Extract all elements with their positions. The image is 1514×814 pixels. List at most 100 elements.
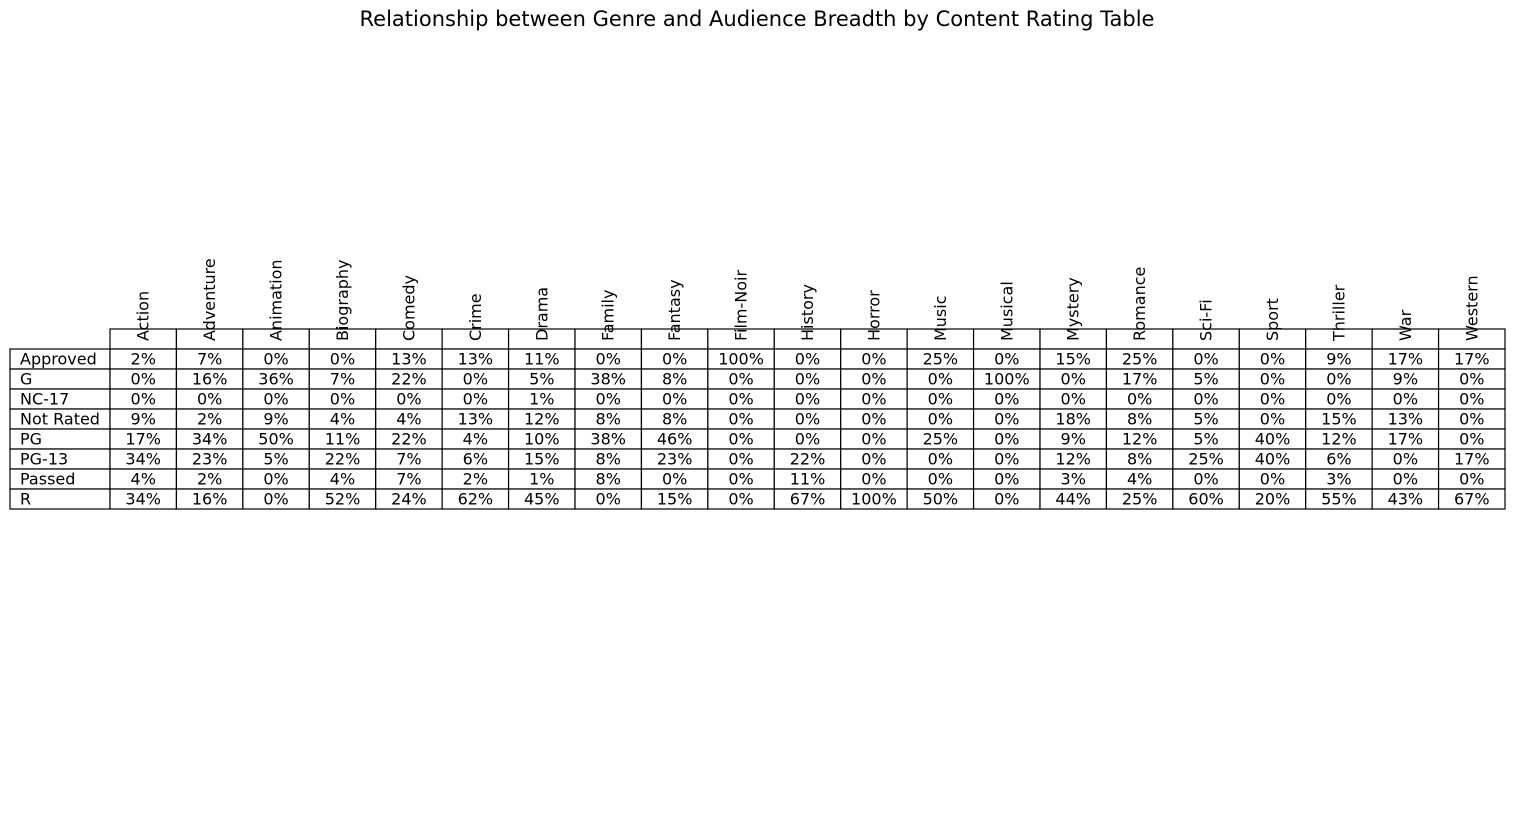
row-header-label: NC-17 [20,390,69,409]
table-cell-value: 7% [396,450,421,469]
table-cell-value: 0% [1193,350,1218,369]
table-cell-value: 0% [994,390,1019,409]
table-cell-value: 0% [861,470,886,489]
table-cell-value: 0% [1061,370,1086,389]
table-cell-value: 25% [923,430,959,449]
table-cell-value: 22% [325,450,361,469]
row-header-label: Passed [20,470,75,489]
table-cell-value: 18% [1055,410,1091,429]
table-cell-value: 9% [263,410,288,429]
table-text: Action Adventure Animation Biography Comedy C… [20,258,1490,508]
table-cell-value: 0% [994,430,1019,449]
table-cell-value: 0% [396,390,421,409]
table-cell-value: 0% [131,390,156,409]
table-cell-value: 8% [596,410,621,429]
table-cell-value: 0% [596,350,621,369]
table-cell-value: 17% [1454,350,1490,369]
table-cell-value: 36% [258,370,294,389]
row-header-label: PG-13 [20,450,68,469]
table-cell-value: 0% [1260,470,1285,489]
table-cell-value: 11% [325,430,361,449]
row-header-label: Approved [20,350,97,369]
table-cell-value: 0% [928,410,953,429]
table-cells [9,328,1506,510]
table-cell-value: 4% [330,410,355,429]
table-cell-value: 0% [728,470,753,489]
table-cell-value: 50% [258,430,294,449]
table-cell-value: 0% [662,470,687,489]
table-cell-value: 0% [1260,370,1285,389]
column-header-label: Crime [466,293,485,341]
table-cell-value: 25% [1188,450,1224,469]
table-cell-value: 0% [994,470,1019,489]
table-cell-value: 0% [861,450,886,469]
table-cell-value: 12% [524,410,560,429]
table-cell-value: 0% [795,410,820,429]
table-cell-value: 5% [263,450,288,469]
table-cell-value: 67% [1454,490,1490,509]
table-cell-value: 2% [131,350,156,369]
column-header-label: Horror [864,290,883,341]
table-cell-value: 25% [923,350,959,369]
table-cell-value: 0% [928,450,953,469]
table-cell-value: 0% [994,350,1019,369]
table-cell-value: 0% [1260,350,1285,369]
table-cell-value: 43% [1388,490,1424,509]
table-cell-value: 62% [458,490,494,509]
table-cell-value: 8% [596,450,621,469]
table-cell-value: 0% [596,490,621,509]
table-cell-value: 15% [524,450,560,469]
table-cell-value: 0% [1459,430,1484,449]
table-cell-value: 3% [1326,470,1351,489]
column-header-label: Western [1462,275,1481,341]
table-cell-value: 2% [463,470,488,489]
table-cell-value: 0% [1393,390,1418,409]
table-cell-value: 100% [984,370,1030,389]
table-cell-value: 8% [596,470,621,489]
table-cell-value: 0% [928,390,953,409]
column-header-label: Romance [1130,267,1149,341]
table-cell-value: 23% [192,450,228,469]
table-cell-value: 15% [1055,350,1091,369]
table-cell-value: 0% [994,490,1019,509]
table-cell-value: 52% [325,490,361,509]
table-cell-value: 0% [795,430,820,449]
table-cell-value: 10% [524,430,560,449]
table-cell-value: 5% [1193,430,1218,449]
table-cell-value: 0% [728,430,753,449]
table-cell-value: 40% [1255,450,1291,469]
table-cell-value: 34% [125,450,161,469]
table-cell-value: 0% [1061,390,1086,409]
table-cell-value: 2% [197,470,222,489]
table-cell-value: 8% [662,410,687,429]
table-cell-value: 60% [1188,490,1224,509]
column-header-label: History [798,284,817,341]
table-cell-value: 0% [728,370,753,389]
table-cell-value: 4% [463,430,488,449]
table-cell-value: 0% [861,430,886,449]
column-header-label: Mystery [1064,277,1083,341]
column-header-label: Drama [532,287,551,341]
table-cell-value: 13% [391,350,427,369]
column-header-label: Sci-Fi [1197,299,1216,341]
table-cell-value: 15% [657,490,693,509]
table-cell-value: 0% [795,370,820,389]
table-cell-value: 17% [1454,450,1490,469]
table-cell-value: 34% [192,430,228,449]
table-cell [1437,488,1506,510]
table-cell-value: 25% [1122,490,1158,509]
row-header-label: PG [20,430,42,449]
table-cell-value: 0% [728,450,753,469]
table-cell-value: 0% [1459,370,1484,389]
table-cell-value: 0% [728,410,753,429]
table-cell-value: 0% [463,390,488,409]
row-header-label: R [20,490,31,509]
table-cell-value: 0% [1326,390,1351,409]
table-cell-value: 22% [391,370,427,389]
table-cell-value: 0% [263,390,288,409]
table-cell-value: 0% [861,370,886,389]
table-cell-value: 0% [1393,450,1418,469]
table-cell-value: 46% [657,430,693,449]
table-cell-value: 22% [790,450,826,469]
